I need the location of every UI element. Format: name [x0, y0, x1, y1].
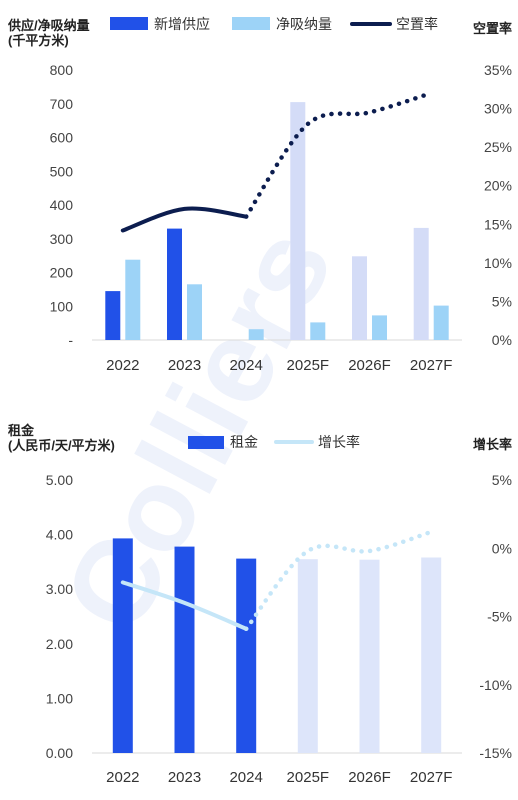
bar-new-supply	[290, 102, 306, 340]
right-axis-title: 增长率	[473, 437, 512, 452]
bar-rent	[421, 557, 442, 753]
x-tick-label: 2026F	[348, 769, 391, 786]
legend-item: 租金	[188, 434, 258, 450]
rent-growth-chart: 租金(人民币/天/平方米) 增长率 租金 增长率 0.00 1.00 2.00 3.00 4.0…	[8, 423, 512, 786]
right-axis-title: 空置率	[473, 21, 512, 36]
x-tick-label: 2024	[229, 769, 262, 786]
bar-rent	[174, 546, 195, 753]
bar-rent	[236, 558, 257, 753]
bar-net-absorption	[310, 322, 326, 340]
growth-line-forecast	[243, 529, 434, 632]
x-tick-label: 2025F	[287, 769, 330, 786]
bar-rent	[297, 559, 318, 753]
y-left-tick-label: 2.00	[46, 636, 73, 652]
y-left-tick-label: 3.00	[46, 581, 73, 597]
y-right-tick-label: 30%	[484, 101, 512, 117]
legend-label: 空置率	[396, 16, 438, 32]
legend-label: 新增供应	[154, 16, 210, 32]
y-right-tick-label: 5%	[492, 293, 512, 309]
legend-item: 净吸纳量	[232, 16, 332, 32]
y-left-tick-label: 700	[50, 96, 74, 112]
bar-rent	[359, 559, 380, 753]
x-tick-label: 2022	[106, 769, 139, 786]
y-left-tick-label: 200	[50, 265, 74, 281]
x-tick-label: 2024	[229, 357, 262, 374]
legend-swatch	[110, 17, 148, 30]
bar-net-absorption	[248, 329, 264, 340]
bar-net-absorption	[433, 305, 449, 340]
left-axis-title: 供应/净吸纳量(千平方米)	[7, 18, 90, 48]
y-left-tick-label: 800	[50, 62, 74, 78]
y-left-tick-label: 600	[50, 130, 74, 146]
y-right-tick-label: 25%	[484, 139, 512, 155]
y-right-tick-label: 15%	[484, 216, 512, 232]
legend-item: 新增供应	[110, 16, 210, 32]
legend-label: 净吸纳量	[276, 16, 332, 32]
x-tick-label: 2022	[106, 357, 139, 374]
y-left-tick-label: 300	[50, 231, 74, 247]
y-right-tick-label: -15%	[479, 745, 512, 761]
vacancy-line-actual	[120, 206, 249, 233]
x-tick-label: 2023	[168, 769, 201, 786]
vacancy-line-forecast	[243, 90, 434, 219]
left-axis-title: 租金(人民币/天/平方米)	[8, 423, 115, 453]
x-tick-label: 2023	[168, 357, 201, 374]
y-right-tick-label: 0%	[492, 540, 512, 556]
bar-new-supply	[105, 291, 121, 340]
bar-new-supply	[413, 227, 429, 340]
y-left-tick-label: 1.00	[46, 690, 73, 706]
y-right-tick-label: -5%	[487, 609, 512, 625]
legend-swatch	[188, 436, 224, 449]
legend-item: 空置率	[350, 16, 438, 32]
bar-new-supply	[167, 228, 182, 340]
bar-net-absorption	[372, 315, 387, 340]
y-left-tick-label: 0.00	[46, 745, 73, 761]
legend-label: 增长率	[318, 434, 360, 450]
y-right-tick-label: -10%	[479, 677, 512, 693]
vacancy-supply-chart: 供应/净吸纳量(千平方米) 空置率 新增供应 净吸纳量 空置率 - 100 200 300 400…	[7, 16, 512, 374]
x-tick-label: 2027F	[410, 357, 453, 374]
legend-swatch	[232, 17, 270, 30]
bar-net-absorption	[125, 259, 141, 340]
x-tick-label: 2026F	[348, 357, 391, 374]
legend-label: 租金	[230, 434, 258, 450]
bar-new-supply	[352, 256, 367, 340]
legend-item: 增长率	[274, 434, 360, 450]
y-right-tick-label: 20%	[484, 178, 512, 194]
x-tick-label: 2027F	[410, 769, 453, 786]
y-right-tick-label: 0%	[492, 332, 512, 348]
y-left-tick-label: 500	[50, 163, 74, 179]
y-right-tick-label: 5%	[492, 472, 512, 488]
bar-net-absorption	[187, 284, 202, 340]
y-left-tick-label: 400	[50, 197, 74, 213]
y-left-tick-label: 4.00	[46, 527, 73, 543]
y-left-tick-label: -	[68, 332, 73, 348]
x-tick-label: 2025F	[287, 357, 330, 374]
y-left-tick-label: 5.00	[46, 472, 73, 488]
bar-rent	[112, 538, 133, 753]
y-right-tick-label: 35%	[484, 62, 512, 78]
y-right-tick-label: 10%	[484, 255, 512, 271]
y-left-tick-label: 100	[50, 298, 74, 314]
